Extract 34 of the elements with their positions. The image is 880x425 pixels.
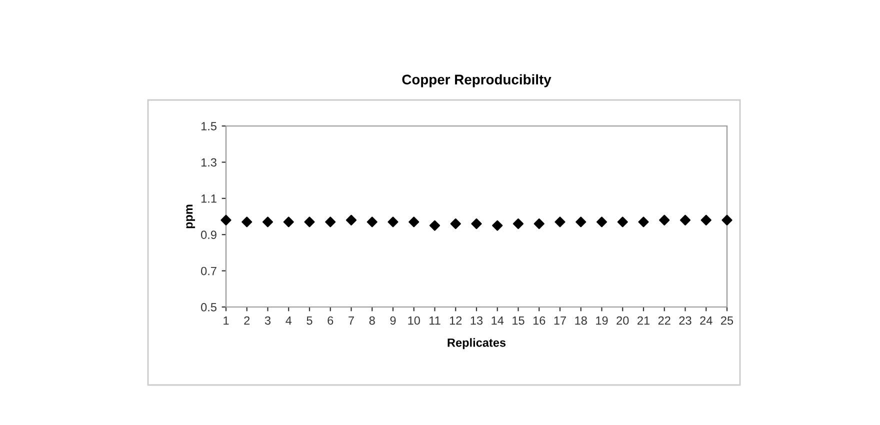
x-tick-label: 22 <box>658 316 670 325</box>
x-tick-label: 21 <box>638 316 650 325</box>
y-tick-label: 1.3 <box>201 158 216 167</box>
x-tick-label: 10 <box>408 316 420 325</box>
chart-title: Copper Reproducibilty <box>402 74 552 88</box>
y-tick-label: 0.5 <box>201 303 216 312</box>
x-tick-label: 5 <box>306 316 312 325</box>
y-tick-label: 1.1 <box>201 194 216 203</box>
y-tick-label: 1.5 <box>201 122 216 130</box>
x-tick-label: 4 <box>286 316 292 325</box>
x-tick-label: 14 <box>492 316 504 325</box>
y-tick-label: 0.9 <box>201 230 216 239</box>
x-tick-label: 16 <box>533 316 546 325</box>
y-axis-title: ppm <box>186 204 196 228</box>
x-tick-label: 17 <box>554 316 566 325</box>
y-tick-label: 0.7 <box>201 266 216 276</box>
x-tick-label: 1 <box>224 316 229 325</box>
x-tick-label: 20 <box>616 316 629 325</box>
x-tick-label: 13 <box>470 316 483 325</box>
x-tick-label: 18 <box>575 316 587 325</box>
x-tick-label: 3 <box>264 316 271 325</box>
x-tick-label: 7 <box>348 316 354 325</box>
x-axis-title: Replicates <box>448 338 506 350</box>
x-tick-label: 24 <box>700 316 712 325</box>
x-tick-label: 23 <box>679 316 692 325</box>
x-tick-label: 12 <box>450 316 462 325</box>
x-tick-label: 9 <box>390 316 396 325</box>
x-tick-label: 8 <box>369 316 375 325</box>
x-tick-label: 11 <box>430 316 440 325</box>
x-tick-label: 25 <box>721 316 734 325</box>
x-tick-label: 2 <box>244 316 250 325</box>
x-tick-label: 6 <box>328 316 334 325</box>
x-tick-label: 19 <box>596 316 608 325</box>
x-tick-label: 15 <box>512 316 524 325</box>
